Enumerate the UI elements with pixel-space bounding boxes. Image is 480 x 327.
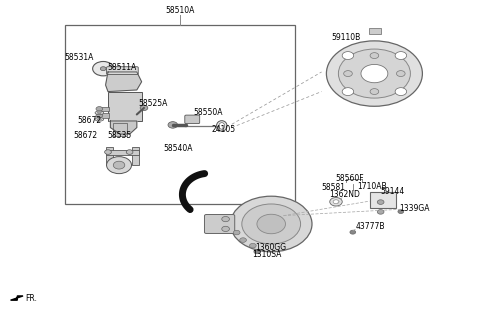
Text: 58581: 58581 bbox=[322, 182, 346, 192]
Circle shape bbox=[100, 67, 106, 71]
Text: 1339GA: 1339GA bbox=[399, 204, 430, 213]
Circle shape bbox=[107, 157, 132, 174]
Text: FR.: FR. bbox=[25, 294, 37, 303]
Circle shape bbox=[395, 88, 407, 95]
Polygon shape bbox=[110, 121, 137, 134]
FancyBboxPatch shape bbox=[107, 67, 138, 75]
Polygon shape bbox=[11, 296, 23, 300]
Bar bbox=[98, 107, 109, 111]
Circle shape bbox=[257, 214, 286, 234]
Bar bbox=[369, 28, 381, 34]
Bar bbox=[106, 150, 139, 155]
Bar bbox=[108, 92, 142, 121]
Text: 58511A: 58511A bbox=[108, 62, 137, 72]
Circle shape bbox=[113, 161, 125, 169]
Bar bbox=[132, 147, 139, 165]
Ellipse shape bbox=[97, 112, 101, 113]
Circle shape bbox=[330, 198, 342, 206]
Text: 1710AB: 1710AB bbox=[357, 181, 387, 191]
FancyBboxPatch shape bbox=[185, 115, 200, 124]
Circle shape bbox=[370, 53, 379, 59]
Circle shape bbox=[96, 107, 103, 111]
Circle shape bbox=[338, 49, 410, 98]
Bar bbox=[370, 192, 396, 208]
Circle shape bbox=[395, 52, 407, 60]
Text: 43777B: 43777B bbox=[356, 222, 385, 232]
Circle shape bbox=[377, 200, 384, 204]
Text: 58672: 58672 bbox=[73, 131, 97, 140]
Ellipse shape bbox=[95, 118, 104, 121]
Text: 58531A: 58531A bbox=[64, 53, 94, 62]
Text: 59144: 59144 bbox=[380, 187, 404, 197]
Text: 59110B: 59110B bbox=[331, 33, 360, 42]
Text: 1362ND: 1362ND bbox=[329, 190, 360, 199]
Bar bbox=[98, 113, 109, 118]
Circle shape bbox=[370, 89, 379, 95]
Bar bbox=[113, 123, 127, 136]
Ellipse shape bbox=[97, 118, 101, 120]
Circle shape bbox=[350, 230, 356, 234]
Bar bbox=[65, 25, 295, 204]
Circle shape bbox=[377, 210, 384, 214]
Circle shape bbox=[344, 71, 352, 77]
Circle shape bbox=[168, 122, 178, 128]
Circle shape bbox=[93, 61, 114, 76]
Text: 58550A: 58550A bbox=[193, 108, 223, 117]
Circle shape bbox=[105, 150, 111, 154]
Circle shape bbox=[126, 150, 133, 154]
Circle shape bbox=[240, 238, 246, 242]
Circle shape bbox=[398, 210, 404, 214]
Text: 58535: 58535 bbox=[107, 131, 131, 140]
Text: 1310SA: 1310SA bbox=[252, 250, 281, 259]
Text: 24105: 24105 bbox=[212, 125, 236, 134]
Circle shape bbox=[342, 88, 354, 95]
Circle shape bbox=[326, 41, 422, 106]
Circle shape bbox=[222, 216, 229, 222]
Circle shape bbox=[254, 250, 260, 254]
Text: 58510A: 58510A bbox=[165, 6, 195, 15]
Bar bbox=[106, 147, 113, 165]
Circle shape bbox=[96, 113, 103, 118]
Text: 58540A: 58540A bbox=[164, 144, 193, 153]
Circle shape bbox=[222, 226, 229, 232]
Circle shape bbox=[342, 52, 354, 60]
Ellipse shape bbox=[219, 123, 225, 129]
Text: 1360GG: 1360GG bbox=[256, 243, 287, 252]
Circle shape bbox=[230, 196, 312, 252]
Circle shape bbox=[250, 243, 256, 248]
Circle shape bbox=[396, 71, 405, 77]
Circle shape bbox=[333, 200, 339, 204]
Text: 58560F: 58560F bbox=[335, 174, 364, 183]
Circle shape bbox=[361, 64, 388, 83]
Polygon shape bbox=[106, 72, 142, 92]
Text: 58672: 58672 bbox=[77, 116, 101, 125]
FancyBboxPatch shape bbox=[204, 215, 235, 233]
Ellipse shape bbox=[216, 121, 227, 131]
Text: 58525A: 58525A bbox=[138, 98, 168, 108]
Circle shape bbox=[233, 230, 240, 235]
Circle shape bbox=[242, 204, 300, 244]
Circle shape bbox=[140, 105, 148, 111]
Ellipse shape bbox=[95, 111, 104, 114]
